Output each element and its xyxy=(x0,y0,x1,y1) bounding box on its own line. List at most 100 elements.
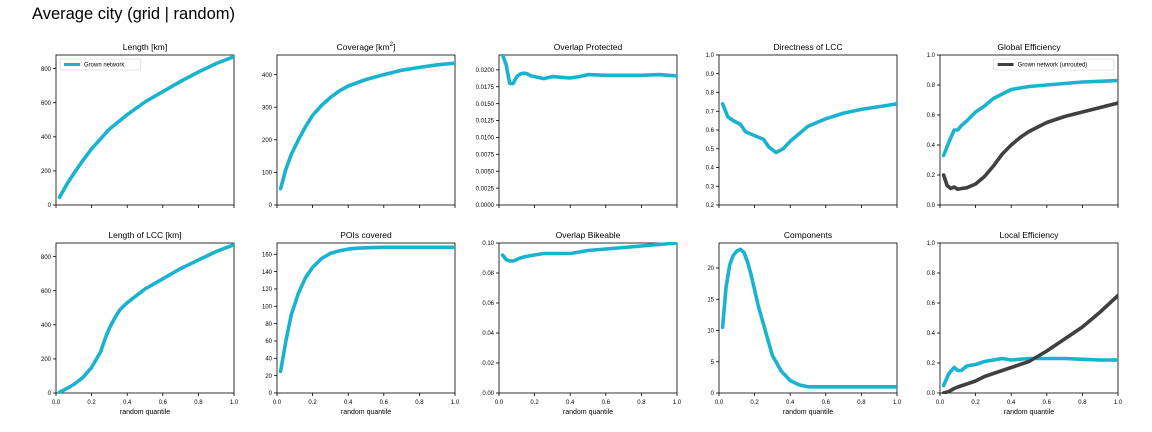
series-line-1 xyxy=(278,245,455,374)
y-tick-label: 0.10 xyxy=(482,241,494,247)
chart-title: Overlap Protected xyxy=(554,42,623,52)
y-tick-label: 0.0150 xyxy=(476,102,495,108)
x-tick-label: 0.6 xyxy=(380,400,389,406)
y-tick-label: 20 xyxy=(707,266,714,272)
y-tick-label: 0.0050 xyxy=(476,169,495,175)
chart-title: Directness of LCC xyxy=(774,42,843,52)
chart-panel-9: Components 0 5 10 15 20 0.0 0.2 0.4 0.6 0.8 1.0 rand… xyxy=(707,230,902,416)
x-tick-label: 0.2 xyxy=(971,400,980,406)
plot-frame xyxy=(939,242,1119,394)
chart-panel-3: Overlap Protected 0.0000 0.0025 0.0050 0.007… xyxy=(476,42,678,209)
x-tick-label: 0.4 xyxy=(566,400,575,406)
chart-title: Overlap Bikeable xyxy=(556,230,621,240)
x-tick-label: 0.8 xyxy=(637,400,646,406)
y-tick-label: 0.4 xyxy=(927,143,936,149)
y-tick-label: 140 xyxy=(262,270,273,276)
x-axis-label: random quantile xyxy=(783,409,833,416)
y-tick-label: 0.2 xyxy=(706,203,715,209)
legend-label: Grown network xyxy=(84,63,125,69)
x-tick-label: 0.0 xyxy=(52,400,61,406)
y-tick-label: 0.4 xyxy=(927,331,936,337)
chart-panel-6: Length of LCC [km] 0 200 400 600 800 0.0 0.2 0.4… xyxy=(41,230,239,416)
x-tick-label: 0.0 xyxy=(495,400,504,406)
y-tick-label: 0.0 xyxy=(927,203,936,209)
legend-box xyxy=(59,58,142,71)
y-tick-label: 200 xyxy=(41,169,52,175)
series-line-1 xyxy=(500,242,677,263)
legend-box xyxy=(993,58,1115,71)
chart-panel-8: Overlap Bikeable 0.00 0.02 0.04 0.06 0.08 0.10… xyxy=(482,230,682,416)
y-tick-label: 0.08 xyxy=(482,271,494,277)
x-tick-label: 1.0 xyxy=(451,400,460,406)
chart-title: Coverage [km2] xyxy=(337,42,396,52)
y-tick-label: 0 xyxy=(269,203,273,209)
x-tick-label: 1.0 xyxy=(893,400,902,406)
series-line-1 xyxy=(941,78,1118,158)
chart-title: POIs covered xyxy=(340,230,392,240)
x-tick-label: 0.6 xyxy=(602,400,611,406)
y-tick-label: 60 xyxy=(265,339,272,345)
plot-frame xyxy=(498,54,678,206)
figure-title: Average city (grid | random) xyxy=(32,5,235,23)
series-line-2 xyxy=(941,101,1118,192)
y-tick-label: 5 xyxy=(711,360,715,366)
y-tick-label: 0.9 xyxy=(706,72,715,78)
x-tick-label: 0.2 xyxy=(87,400,96,406)
x-tick-label: 0.2 xyxy=(308,400,317,406)
x-axis-label: random quantile xyxy=(120,409,170,416)
plot-frame xyxy=(498,242,678,394)
y-tick-label: 600 xyxy=(41,289,52,295)
chart-panel-2: Coverage [km2] 0 100 200 300 400 xyxy=(262,42,456,209)
y-tick-label: 0.0200 xyxy=(476,68,495,74)
x-tick-label: 0.0 xyxy=(715,400,724,406)
series-line-1 xyxy=(720,102,897,155)
x-tick-label: 0.8 xyxy=(415,400,424,406)
y-tick-label: 0.0 xyxy=(927,391,936,397)
y-tick-label: 1.0 xyxy=(927,241,936,247)
chart-panel-7: POIs covered 0 20 40 60 80 100 120 140 160 0.0 0.2 0… xyxy=(262,230,460,416)
y-tick-label: 0.7 xyxy=(706,109,715,115)
y-tick-label: 600 xyxy=(41,101,52,107)
x-tick-label: 0.6 xyxy=(159,400,168,406)
x-axis-label: random quantile xyxy=(563,409,613,416)
series-line-1 xyxy=(941,356,1118,388)
x-tick-label: 0.0 xyxy=(936,400,945,406)
x-tick-label: 0.8 xyxy=(1078,400,1087,406)
plot-frame xyxy=(55,242,235,394)
chart-panel-10: Local Efficiency 0.0 0.2 0.4 0.6 0.8 1.0 0.0 0.2… xyxy=(927,230,1123,416)
y-tick-label: 0.5 xyxy=(706,147,715,153)
y-tick-label: 0.06 xyxy=(482,301,494,307)
chart-title: Global Efficiency xyxy=(997,42,1061,52)
x-tick-label: 0.2 xyxy=(750,400,759,406)
y-tick-label: 800 xyxy=(41,255,52,261)
y-tick-label: 0.6 xyxy=(927,301,936,307)
x-tick-label: 0.2 xyxy=(530,400,539,406)
y-tick-label: 200 xyxy=(262,138,273,144)
y-tick-label: 400 xyxy=(41,323,52,329)
plot-frame xyxy=(939,54,1119,206)
x-tick-label: 0.8 xyxy=(857,400,866,406)
y-tick-label: 0.0075 xyxy=(476,153,495,159)
x-axis-label: random quantile xyxy=(1004,409,1054,416)
plot-frame xyxy=(276,54,456,206)
plot-frame xyxy=(718,242,898,394)
y-tick-label: 0.0000 xyxy=(476,203,495,209)
legend: Grown network xyxy=(59,58,142,71)
y-tick-label: 0 xyxy=(48,203,52,209)
chart-panel-4: Directness of LCC 0.2 0.3 0.4 0.5 0.6 0.7 0.8 0.… xyxy=(706,42,898,209)
y-tick-label: 100 xyxy=(262,304,273,310)
y-tick-label: 1.0 xyxy=(706,53,715,59)
x-tick-label: 1.0 xyxy=(673,400,682,406)
y-tick-label: 120 xyxy=(262,287,273,293)
x-tick-label: 0.8 xyxy=(194,400,203,406)
y-tick-label: 0.2 xyxy=(927,173,936,179)
x-tick-label: 1.0 xyxy=(1114,400,1123,406)
y-tick-label: 0.8 xyxy=(927,83,936,89)
y-tick-label: 160 xyxy=(262,252,273,258)
y-tick-label: 40 xyxy=(265,357,272,363)
chart-title: Length of LCC [km] xyxy=(108,230,181,240)
y-tick-label: 100 xyxy=(262,171,273,177)
chart-panel-5: Global Efficiency 0.0 0.2 0.4 0.6 0.8 1.0 Grown… xyxy=(927,42,1119,209)
y-tick-label: 0.8 xyxy=(706,91,715,97)
